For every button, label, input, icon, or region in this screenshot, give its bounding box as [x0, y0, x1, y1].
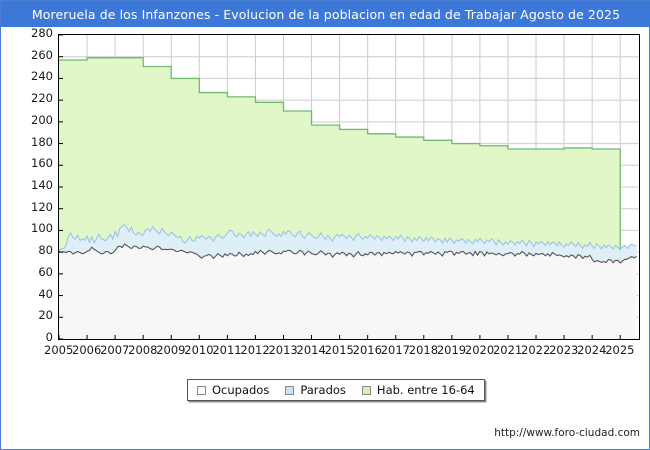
- y-tick-label: 280: [31, 26, 53, 40]
- source-url: http://www.foro-ciudad.com: [494, 427, 640, 439]
- x-tick-label: 2006: [72, 343, 102, 357]
- x-tick-label: 2012: [240, 343, 270, 357]
- x-tick-label: 2019: [436, 343, 467, 357]
- chart-legend: Ocupados Parados Hab. entre 16-64: [187, 379, 485, 401]
- page-title: Moreruela de los Infanzones - Evolucion …: [31, 6, 621, 22]
- x-tick-label: 2017: [380, 343, 410, 357]
- x-tick-label: 2016: [352, 343, 382, 357]
- y-tick-label: 40: [38, 286, 53, 301]
- x-tick-label: 2024: [577, 343, 607, 357]
- y-tick-label: 200: [31, 112, 53, 127]
- x-tick-label: 2010: [184, 343, 214, 357]
- x-tick-label: 2021: [492, 343, 523, 357]
- series-ocupados: [59, 243, 637, 339]
- chart-area: FORO CIUDAD.COM 020406080100120140160180…: [1, 27, 649, 449]
- x-tick-label: 2015: [324, 343, 354, 357]
- y-tick-label: 100: [31, 221, 53, 236]
- y-tick-label: 160: [31, 156, 53, 171]
- window-title-bar: Moreruela de los Infanzones - Evolucion …: [1, 1, 650, 27]
- legend-item[interactable]: Ocupados: [197, 383, 269, 397]
- y-tick-label: 80: [38, 243, 53, 258]
- legend-item[interactable]: Hab. entre 16-64: [361, 383, 475, 397]
- x-tick-label: 2023: [549, 343, 579, 357]
- x-tick-label: 2020: [464, 343, 495, 357]
- legend-label: Parados: [300, 383, 346, 397]
- x-tick-label: 2025: [605, 343, 635, 357]
- x-tick-label: 2013: [268, 343, 298, 357]
- x-tick-label: 2022: [521, 343, 551, 357]
- y-tick-label: 0: [45, 330, 53, 344]
- y-tick-label: 180: [31, 134, 53, 149]
- y-tick-label: 20: [38, 308, 53, 323]
- x-tick-label: 2009: [156, 343, 186, 357]
- legend-swatch-icon: [285, 385, 295, 395]
- legend-label: Ocupados: [212, 383, 270, 397]
- y-tick-label: 60: [38, 264, 53, 279]
- legend-label: Hab. entre 16-64: [376, 383, 475, 397]
- x-tick-label: 2011: [212, 343, 242, 357]
- x-tick-label: 2005: [44, 343, 74, 357]
- x-axis-labels: 2005 2006 2007 2008 2009 2010 2011 2012 2013 2014…: [1, 343, 649, 363]
- y-tick-label: 240: [31, 69, 53, 84]
- x-tick-label: 2008: [128, 343, 158, 357]
- x-tick-label: 2007: [100, 343, 130, 357]
- legend-swatch-icon: [197, 385, 206, 395]
- x-tick-label: 2018: [408, 343, 439, 357]
- legend-item[interactable]: Parados: [285, 383, 346, 397]
- y-axis-labels: 0 20 40 60 80 100 120 140 160 180 200 220 240 260 280: [1, 27, 53, 347]
- y-tick-label: 120: [31, 199, 53, 214]
- plot-area: [58, 34, 640, 340]
- x-tick-label: 2014: [296, 343, 326, 357]
- y-tick-label: 140: [31, 178, 53, 192]
- y-tick-label: 260: [31, 47, 53, 62]
- chart-plot-svg: [59, 35, 639, 339]
- legend-swatch-icon: [361, 385, 371, 395]
- y-tick-label: 220: [31, 91, 53, 106]
